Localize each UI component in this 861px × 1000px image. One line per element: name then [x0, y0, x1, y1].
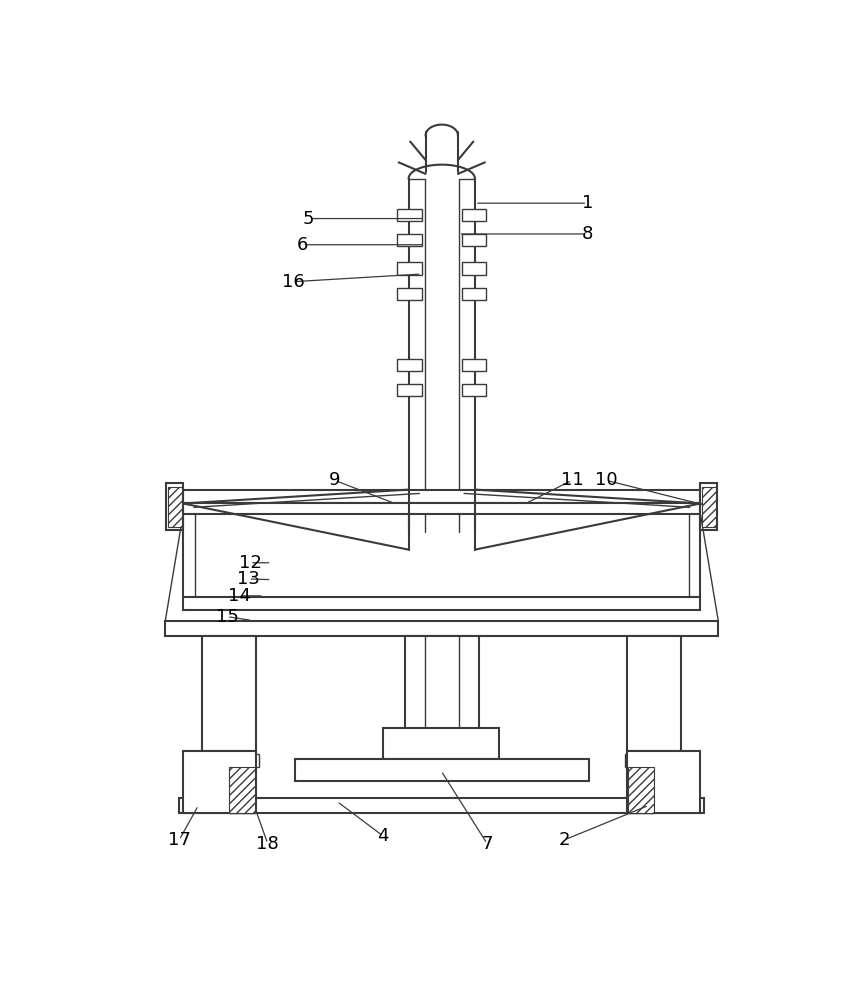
Bar	[700, 483, 716, 530]
Text: 9: 9	[329, 471, 340, 489]
Bar	[397, 288, 421, 300]
Bar	[183, 751, 256, 813]
Bar	[627, 751, 700, 813]
Text: 18: 18	[256, 835, 279, 853]
Bar	[624, 754, 657, 767]
Bar	[461, 234, 486, 246]
Bar	[461, 359, 486, 371]
Bar	[461, 209, 486, 221]
Text: 14: 14	[227, 587, 251, 605]
Text: 16: 16	[282, 273, 304, 291]
Bar	[405, 636, 478, 751]
Text: 7: 7	[481, 835, 492, 853]
Text: 17: 17	[168, 831, 190, 849]
Bar	[229, 767, 255, 813]
Bar	[397, 262, 421, 275]
Bar	[183, 503, 700, 514]
Bar	[183, 490, 700, 503]
Bar	[461, 288, 486, 300]
Bar	[628, 767, 653, 813]
Text: 11: 11	[560, 471, 583, 489]
Text: 6: 6	[296, 236, 307, 254]
Bar	[461, 384, 486, 396]
Bar	[294, 759, 588, 781]
Bar	[202, 636, 256, 751]
Text: 8: 8	[581, 225, 592, 243]
Text: 10: 10	[595, 471, 617, 489]
Bar	[397, 209, 421, 221]
Text: 1: 1	[581, 194, 592, 212]
Bar	[165, 620, 717, 636]
Text: 5: 5	[302, 210, 314, 228]
Bar	[701, 487, 715, 527]
Text: 12: 12	[238, 554, 261, 572]
Bar	[179, 798, 703, 813]
Text: 2: 2	[558, 831, 569, 849]
Bar	[229, 767, 255, 813]
Bar	[166, 483, 183, 530]
Bar	[461, 262, 486, 275]
Bar	[397, 359, 421, 371]
Bar	[628, 767, 653, 813]
Text: 13: 13	[237, 570, 260, 588]
Bar	[383, 728, 499, 759]
Text: 15: 15	[215, 608, 238, 626]
Bar	[167, 487, 182, 527]
Bar	[226, 754, 258, 767]
Bar	[627, 636, 680, 751]
Bar	[397, 234, 421, 246]
Bar	[183, 597, 700, 610]
Text: 4: 4	[377, 827, 388, 845]
Bar	[397, 384, 421, 396]
